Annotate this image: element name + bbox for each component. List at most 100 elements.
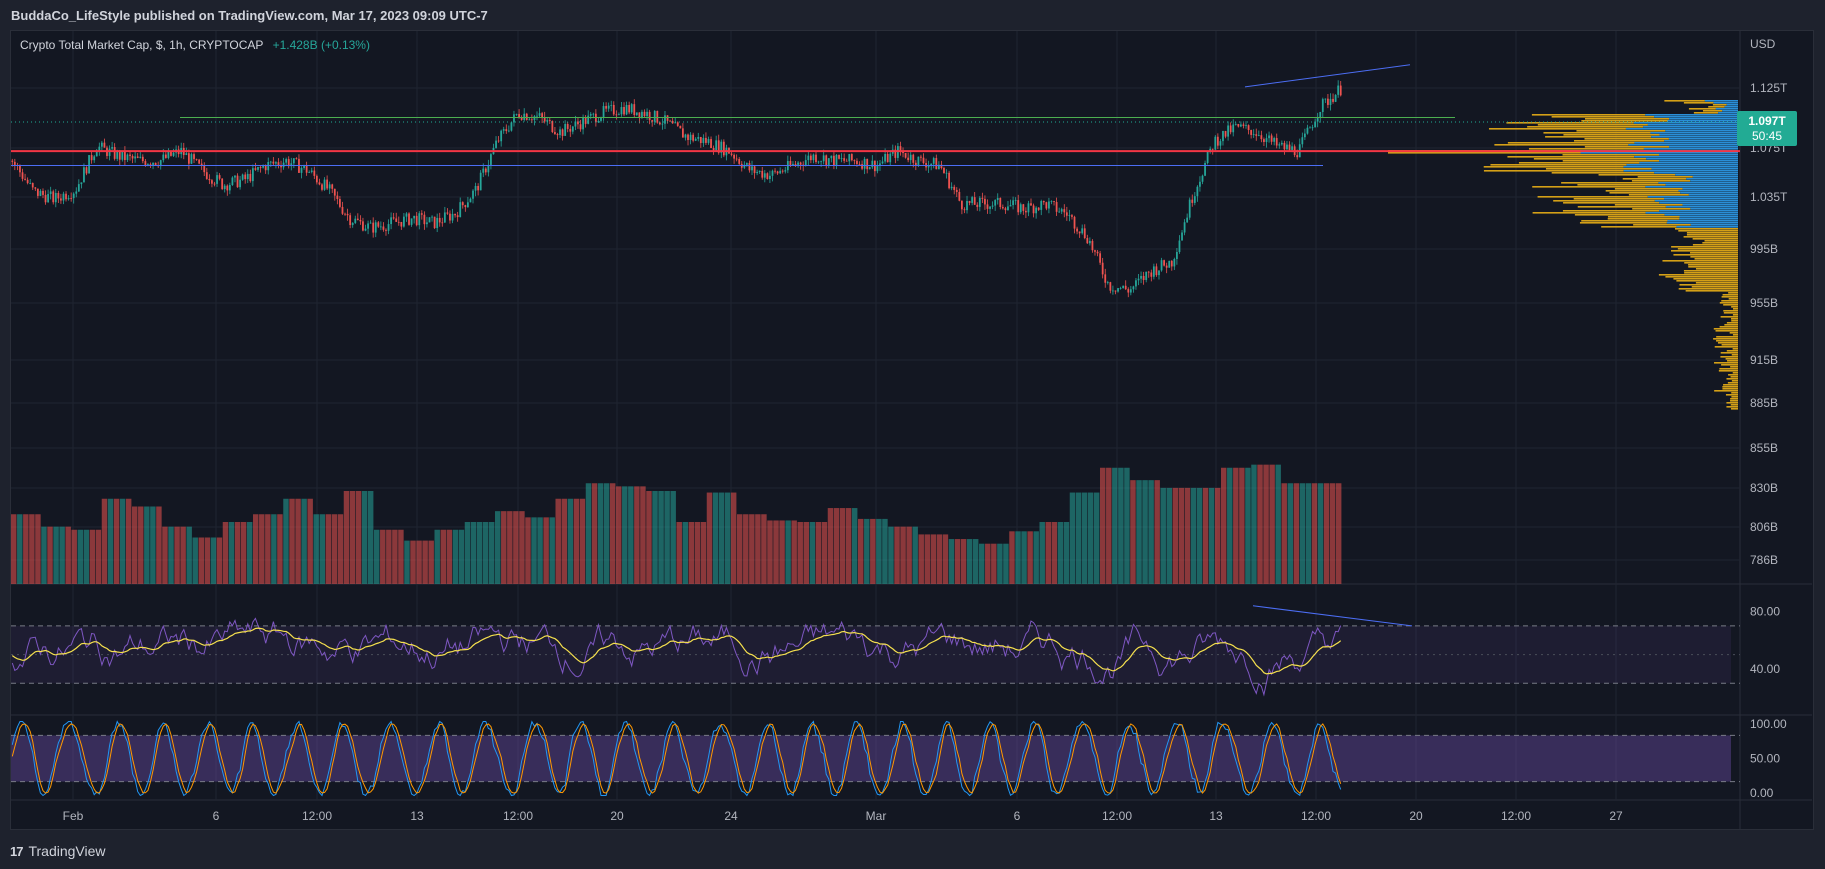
volume-profile-row <box>1614 204 1683 206</box>
volume-bar <box>1208 487 1215 584</box>
volume-bar <box>531 517 537 584</box>
candle-body <box>195 159 198 160</box>
candle-body <box>341 206 344 214</box>
candle-body <box>1265 138 1268 142</box>
candle-body <box>1109 282 1112 291</box>
candle-body <box>1004 208 1007 211</box>
candle-body <box>866 158 869 170</box>
volume-bar <box>1233 467 1239 584</box>
volume-bar <box>815 522 822 584</box>
volume-profile-row <box>1702 110 1723 112</box>
volume-profile-row <box>1692 238 1738 240</box>
volume-profile-row <box>1731 318 1738 320</box>
candle-body <box>321 184 323 190</box>
chart-legend[interactable]: Crypto Total Market Cap, $, 1h, CRYPTOCA… <box>20 38 370 52</box>
volume-profile-row <box>1691 286 1738 288</box>
candle-body <box>328 184 331 189</box>
volume-bar <box>640 486 646 584</box>
volume-bar <box>495 511 501 584</box>
volume-profile-value-area <box>1625 128 1738 130</box>
volume-bar <box>833 508 840 584</box>
volume-bar <box>331 514 338 584</box>
candle-body <box>318 182 321 185</box>
candle-body <box>1306 127 1309 134</box>
volume-bar <box>1021 531 1027 584</box>
volume-bar <box>374 529 380 584</box>
volume-profile-row <box>1720 352 1738 354</box>
candle-body <box>871 160 874 168</box>
candle-body <box>643 111 646 117</box>
volume-bar <box>1081 492 1088 584</box>
volume-bar <box>1227 467 1233 584</box>
volume-bar <box>222 522 229 584</box>
candle-body <box>1247 125 1250 131</box>
chart-area[interactable] <box>10 30 1814 830</box>
volume-profile-row <box>1506 122 1634 124</box>
candle-body <box>292 158 295 164</box>
candle-body <box>592 113 595 115</box>
volume-bar <box>1335 483 1342 584</box>
volume-profile-row <box>1664 100 1705 102</box>
volume-profile-row <box>1677 248 1738 250</box>
candle-body <box>1152 266 1155 277</box>
candle-body <box>351 222 354 226</box>
volume-profile-value-area <box>1665 206 1738 208</box>
candle-body <box>833 155 835 166</box>
y-tick-label: 885B <box>1750 396 1778 410</box>
volume-profile-row <box>1562 154 1660 156</box>
candle-body <box>80 182 83 185</box>
candle-body <box>638 112 641 118</box>
candle-body <box>1337 85 1340 95</box>
volume-profile-value-area <box>1659 202 1738 204</box>
candle-body <box>333 188 336 196</box>
volume-bar <box>180 526 186 584</box>
volume-bar <box>277 514 283 584</box>
candle-body <box>359 220 362 222</box>
candle-body <box>577 121 579 125</box>
volume-profile-value-area <box>1679 216 1738 218</box>
candle-body <box>914 162 917 166</box>
candle-body <box>446 212 449 214</box>
volume-profile-row <box>1637 176 1693 178</box>
volume-profile-value-area <box>1643 126 1738 128</box>
candle-body <box>336 195 339 200</box>
volume-profile-row <box>1573 198 1665 200</box>
volume-profile-row <box>1726 350 1738 352</box>
candle-body <box>1119 288 1122 289</box>
volume-bar <box>476 522 483 584</box>
candle-body <box>466 202 469 208</box>
candle-body <box>748 163 751 171</box>
candle-body <box>653 110 656 122</box>
volume-profile-row <box>1716 340 1738 342</box>
volume-profile-row <box>1605 190 1679 192</box>
candle-body <box>403 216 405 227</box>
volume-bar <box>718 492 725 584</box>
candle-body <box>469 198 472 203</box>
candle-body <box>1250 130 1253 135</box>
candle-body <box>1204 162 1206 176</box>
volume-profile-row <box>1685 290 1738 292</box>
volume-bar <box>706 492 713 584</box>
candle-body <box>1035 207 1038 214</box>
volume-profile-row <box>1483 166 1624 168</box>
candle-body <box>720 141 723 153</box>
volume-profile-row <box>1688 108 1716 110</box>
volume-profile-row <box>1562 210 1660 212</box>
candle-body <box>769 175 771 179</box>
x-tick-label: 12:00 <box>1301 809 1331 823</box>
footer-brand[interactable]: 17 TradingView <box>10 836 310 866</box>
volume-bar <box>204 537 211 584</box>
candle-body <box>771 170 774 176</box>
candle-body <box>395 218 398 222</box>
volume-profile-row <box>1507 156 1635 158</box>
candle-body <box>259 167 262 168</box>
volume-profile-row <box>1722 388 1738 390</box>
candle-body <box>710 139 712 149</box>
volume-bar <box>991 543 997 584</box>
candle-body <box>955 189 958 192</box>
candle-body <box>999 197 1002 208</box>
candle-body <box>379 226 382 228</box>
candle-body <box>669 120 671 122</box>
candle-body <box>799 162 802 165</box>
